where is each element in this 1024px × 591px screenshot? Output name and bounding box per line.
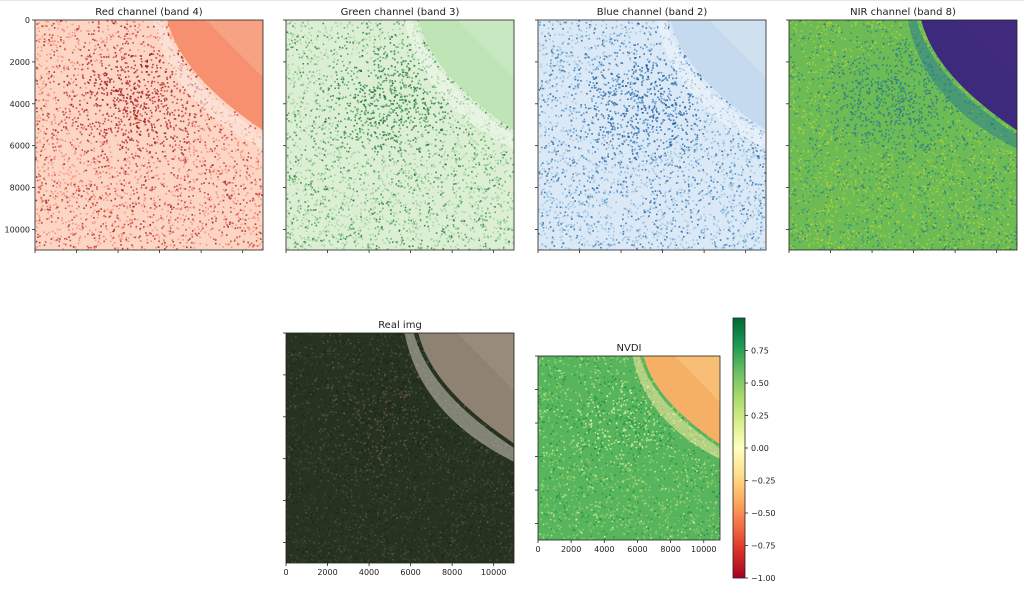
blue-image (538, 20, 766, 250)
ndvi-xtick-label: 10000 (691, 545, 716, 554)
ndvi-xtick-label: 0 (535, 545, 540, 554)
ndvi-xtick-label: 6000 (627, 545, 647, 554)
panel-real: 0 2000 4000 6000 8000 10000 Real img (283, 320, 515, 577)
colorbar-tick-label: 0.75 (751, 347, 769, 356)
red-frame (34, 19, 264, 251)
real-axes: 0 2000 4000 6000 8000 10000 (283, 332, 515, 577)
red-ytick-label: 10000 (5, 225, 30, 234)
green-axes (283, 19, 515, 253)
ndvi-title: NVDI (617, 343, 642, 354)
red-ytick-label: 8000 (10, 184, 30, 193)
colorbar-tick-label: −0.50 (751, 509, 776, 518)
top-border (0, 0, 1024, 1)
real-image (286, 333, 514, 563)
green-title: Green channel (band 3) (341, 7, 460, 18)
red-axes: 0 2000 4000 6000 8000 10000 (5, 16, 264, 253)
colorbar-tick-label: −1.00 (751, 574, 776, 583)
red-ytick-label: 2000 (10, 58, 30, 67)
colorbar-tick-label: −0.75 (751, 542, 776, 551)
colorbar-tick-label: −0.25 (751, 477, 776, 486)
colorbar-tick-label: 0.00 (751, 444, 769, 453)
red-ytick-label: 6000 (10, 142, 30, 151)
red-ytick-label: 4000 (10, 100, 30, 109)
panel-ndvi: 0 2000 4000 6000 8000 10000 NVDI (535, 343, 721, 554)
colorbar-ramp (732, 317, 746, 579)
real-title: Real img (378, 320, 422, 331)
nir-frame (788, 19, 1018, 251)
ndvi-image (538, 356, 720, 540)
real-xtick-label: 8000 (442, 568, 462, 577)
red-title: Red channel (band 4) (95, 7, 203, 18)
green-image (286, 20, 514, 250)
nir-image (789, 20, 1017, 250)
red-ytick-label: 0 (25, 16, 30, 25)
ndvi-xtick-label: 2000 (561, 545, 581, 554)
colorbar: 0.75 0.50 0.25 0.00 −0.25 −0.50 −0.75 −1.00 (732, 317, 776, 583)
real-frame (285, 332, 515, 564)
panel-blue: Blue channel (band 2) (535, 7, 767, 253)
ndvi-axes: 0 2000 4000 6000 8000 10000 (535, 355, 721, 554)
nir-axes (786, 19, 1018, 253)
green-frame (285, 19, 515, 251)
blue-axes (535, 19, 767, 253)
colorbar-tick-label: 0.25 (751, 412, 769, 421)
blue-frame (537, 19, 767, 251)
ndvi-xtick-label: 8000 (660, 545, 680, 554)
panel-red: 0 2000 4000 6000 8000 10000 Red channel (band … (5, 7, 264, 253)
real-xtick-label: 6000 (400, 568, 420, 577)
ndvi-xtick-label: 4000 (594, 545, 614, 554)
real-xtick-label: 10000 (481, 568, 506, 577)
nir-title: NIR channel (band 8) (850, 7, 956, 18)
red-image (35, 20, 263, 250)
real-xtick-label: 4000 (359, 568, 379, 577)
panel-green: Green channel (band 3) (283, 7, 515, 253)
colorbar-tick-label: 0.50 (751, 379, 769, 388)
blue-title: Blue channel (band 2) (597, 7, 708, 18)
real-xtick-label: 0 (283, 568, 288, 577)
panel-nir: NIR channel (band 8) (786, 7, 1018, 253)
real-xtick-label: 2000 (317, 568, 337, 577)
ndvi-frame (537, 355, 721, 541)
